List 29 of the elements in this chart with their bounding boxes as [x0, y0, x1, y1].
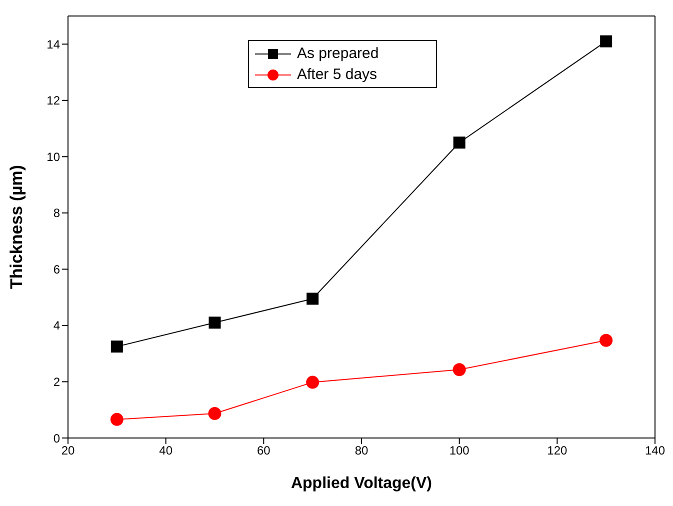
point	[453, 136, 466, 149]
x-tick-label: 80	[354, 444, 368, 458]
x-tick-label: 120	[547, 444, 568, 458]
x-tick-label: 100	[449, 444, 470, 458]
point	[208, 407, 222, 420]
x-tick-label: 140	[644, 444, 666, 458]
point	[306, 376, 320, 389]
y-tick-label: 8	[53, 206, 60, 220]
x-tick-label: 20	[61, 444, 75, 458]
point	[600, 35, 612, 48]
x-axis-title: Applied Voltage(V)	[290, 475, 432, 492]
point	[306, 292, 319, 305]
y-tick-label: 4	[53, 318, 60, 333]
legend-label: As prepared	[297, 44, 379, 64]
y-tick-label: 6	[53, 262, 60, 276]
legend-label: After 5 days	[297, 65, 378, 85]
point	[452, 363, 466, 376]
point	[110, 412, 124, 426]
point	[600, 334, 613, 347]
y-tick-label: 14	[46, 37, 60, 52]
y-tick-label: 10	[46, 150, 60, 164]
y-axis-title: Thickness (µm)	[7, 164, 26, 290]
y-tick-label: 0	[53, 431, 60, 446]
y-tick-label: 2	[53, 374, 60, 389]
x-tick-label: 40	[159, 444, 173, 458]
point	[208, 316, 221, 329]
x-tick-label: 60	[256, 444, 271, 458]
point	[110, 340, 123, 353]
y-tick-label: 12	[46, 94, 60, 108]
